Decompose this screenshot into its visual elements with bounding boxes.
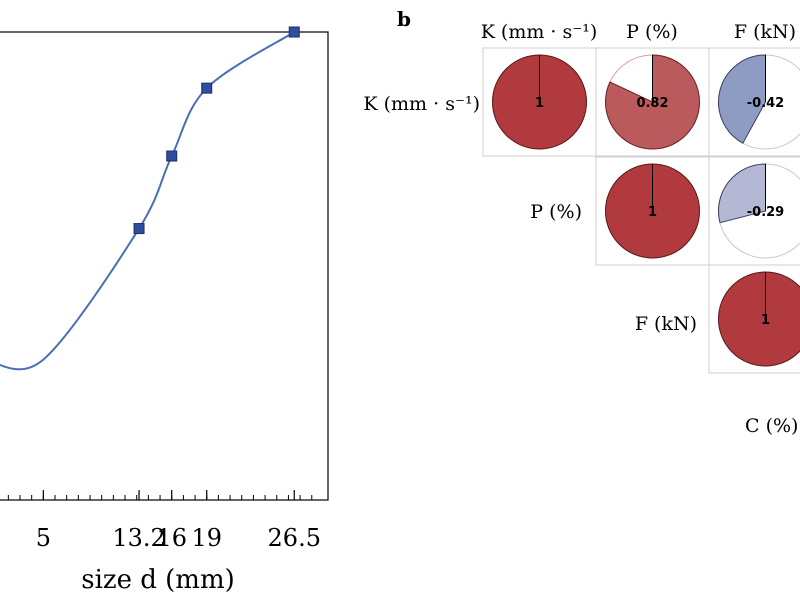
data-point [166, 150, 178, 162]
x-tick-label: 13.2 [112, 524, 165, 552]
x-tick-label: 26.5 [268, 524, 321, 552]
correlation-value: 1 [761, 313, 770, 328]
panel-b: b 1 0.82 -0.42 1 -0.29 1 K (mm · s⁻¹) P (%) F… [363, 7, 800, 437]
correlation-cell: -0.29 [718, 163, 800, 259]
x-tick-label: 19 [191, 524, 222, 552]
correlation-cell: 1 [718, 271, 800, 367]
x-axis-label: size d (mm) [81, 565, 235, 595]
row-label-c: C (%) [745, 415, 798, 437]
data-point [133, 223, 145, 235]
row-label-f: F (kN) [635, 313, 697, 335]
series-line [0, 31, 295, 371]
x-tick-labels: 5 13.216 19 26.5 [36, 524, 321, 552]
grid-cell [708, 264, 800, 374]
correlation-value: -0.42 [747, 96, 784, 111]
panel-a: 5 13.216 19 26.5 size d (mm) [0, 26, 329, 595]
row-label-p: P (%) [530, 201, 582, 223]
x-tick-label: 5 [36, 524, 51, 552]
correlation-value: 0.82 [636, 96, 668, 111]
correlation-cell: -0.42 [718, 54, 800, 150]
correlation-value: 1 [648, 205, 657, 220]
correlation-value: 1 [535, 96, 544, 111]
panel-b-letter: b [397, 7, 411, 31]
correlation-cells: 1 0.82 -0.42 1 -0.29 1 [492, 54, 800, 367]
x-minor-ticks [7, 490, 313, 500]
x-tick-label: 16 [156, 524, 187, 552]
data-point [288, 26, 300, 38]
correlation-cell: 1 [605, 163, 700, 259]
grid-cell [708, 47, 800, 157]
pie-slice [718, 271, 800, 367]
correlation-cell: 0.82 [605, 54, 700, 150]
plot-frame [0, 31, 329, 501]
series-markers [133, 26, 300, 235]
correlation-cell: 1 [492, 54, 587, 150]
correlation-grid [482, 47, 800, 374]
pie-slice [718, 163, 766, 224]
pie-slice [718, 54, 766, 144]
data-point [201, 82, 213, 94]
column-header-p: P (%) [626, 21, 678, 43]
column-header-f: F (kN) [734, 21, 796, 43]
row-label-k: K (mm · s⁻¹) [363, 93, 480, 115]
correlation-value: -0.29 [747, 205, 784, 220]
column-header-k: K (mm · s⁻¹) [481, 21, 598, 43]
